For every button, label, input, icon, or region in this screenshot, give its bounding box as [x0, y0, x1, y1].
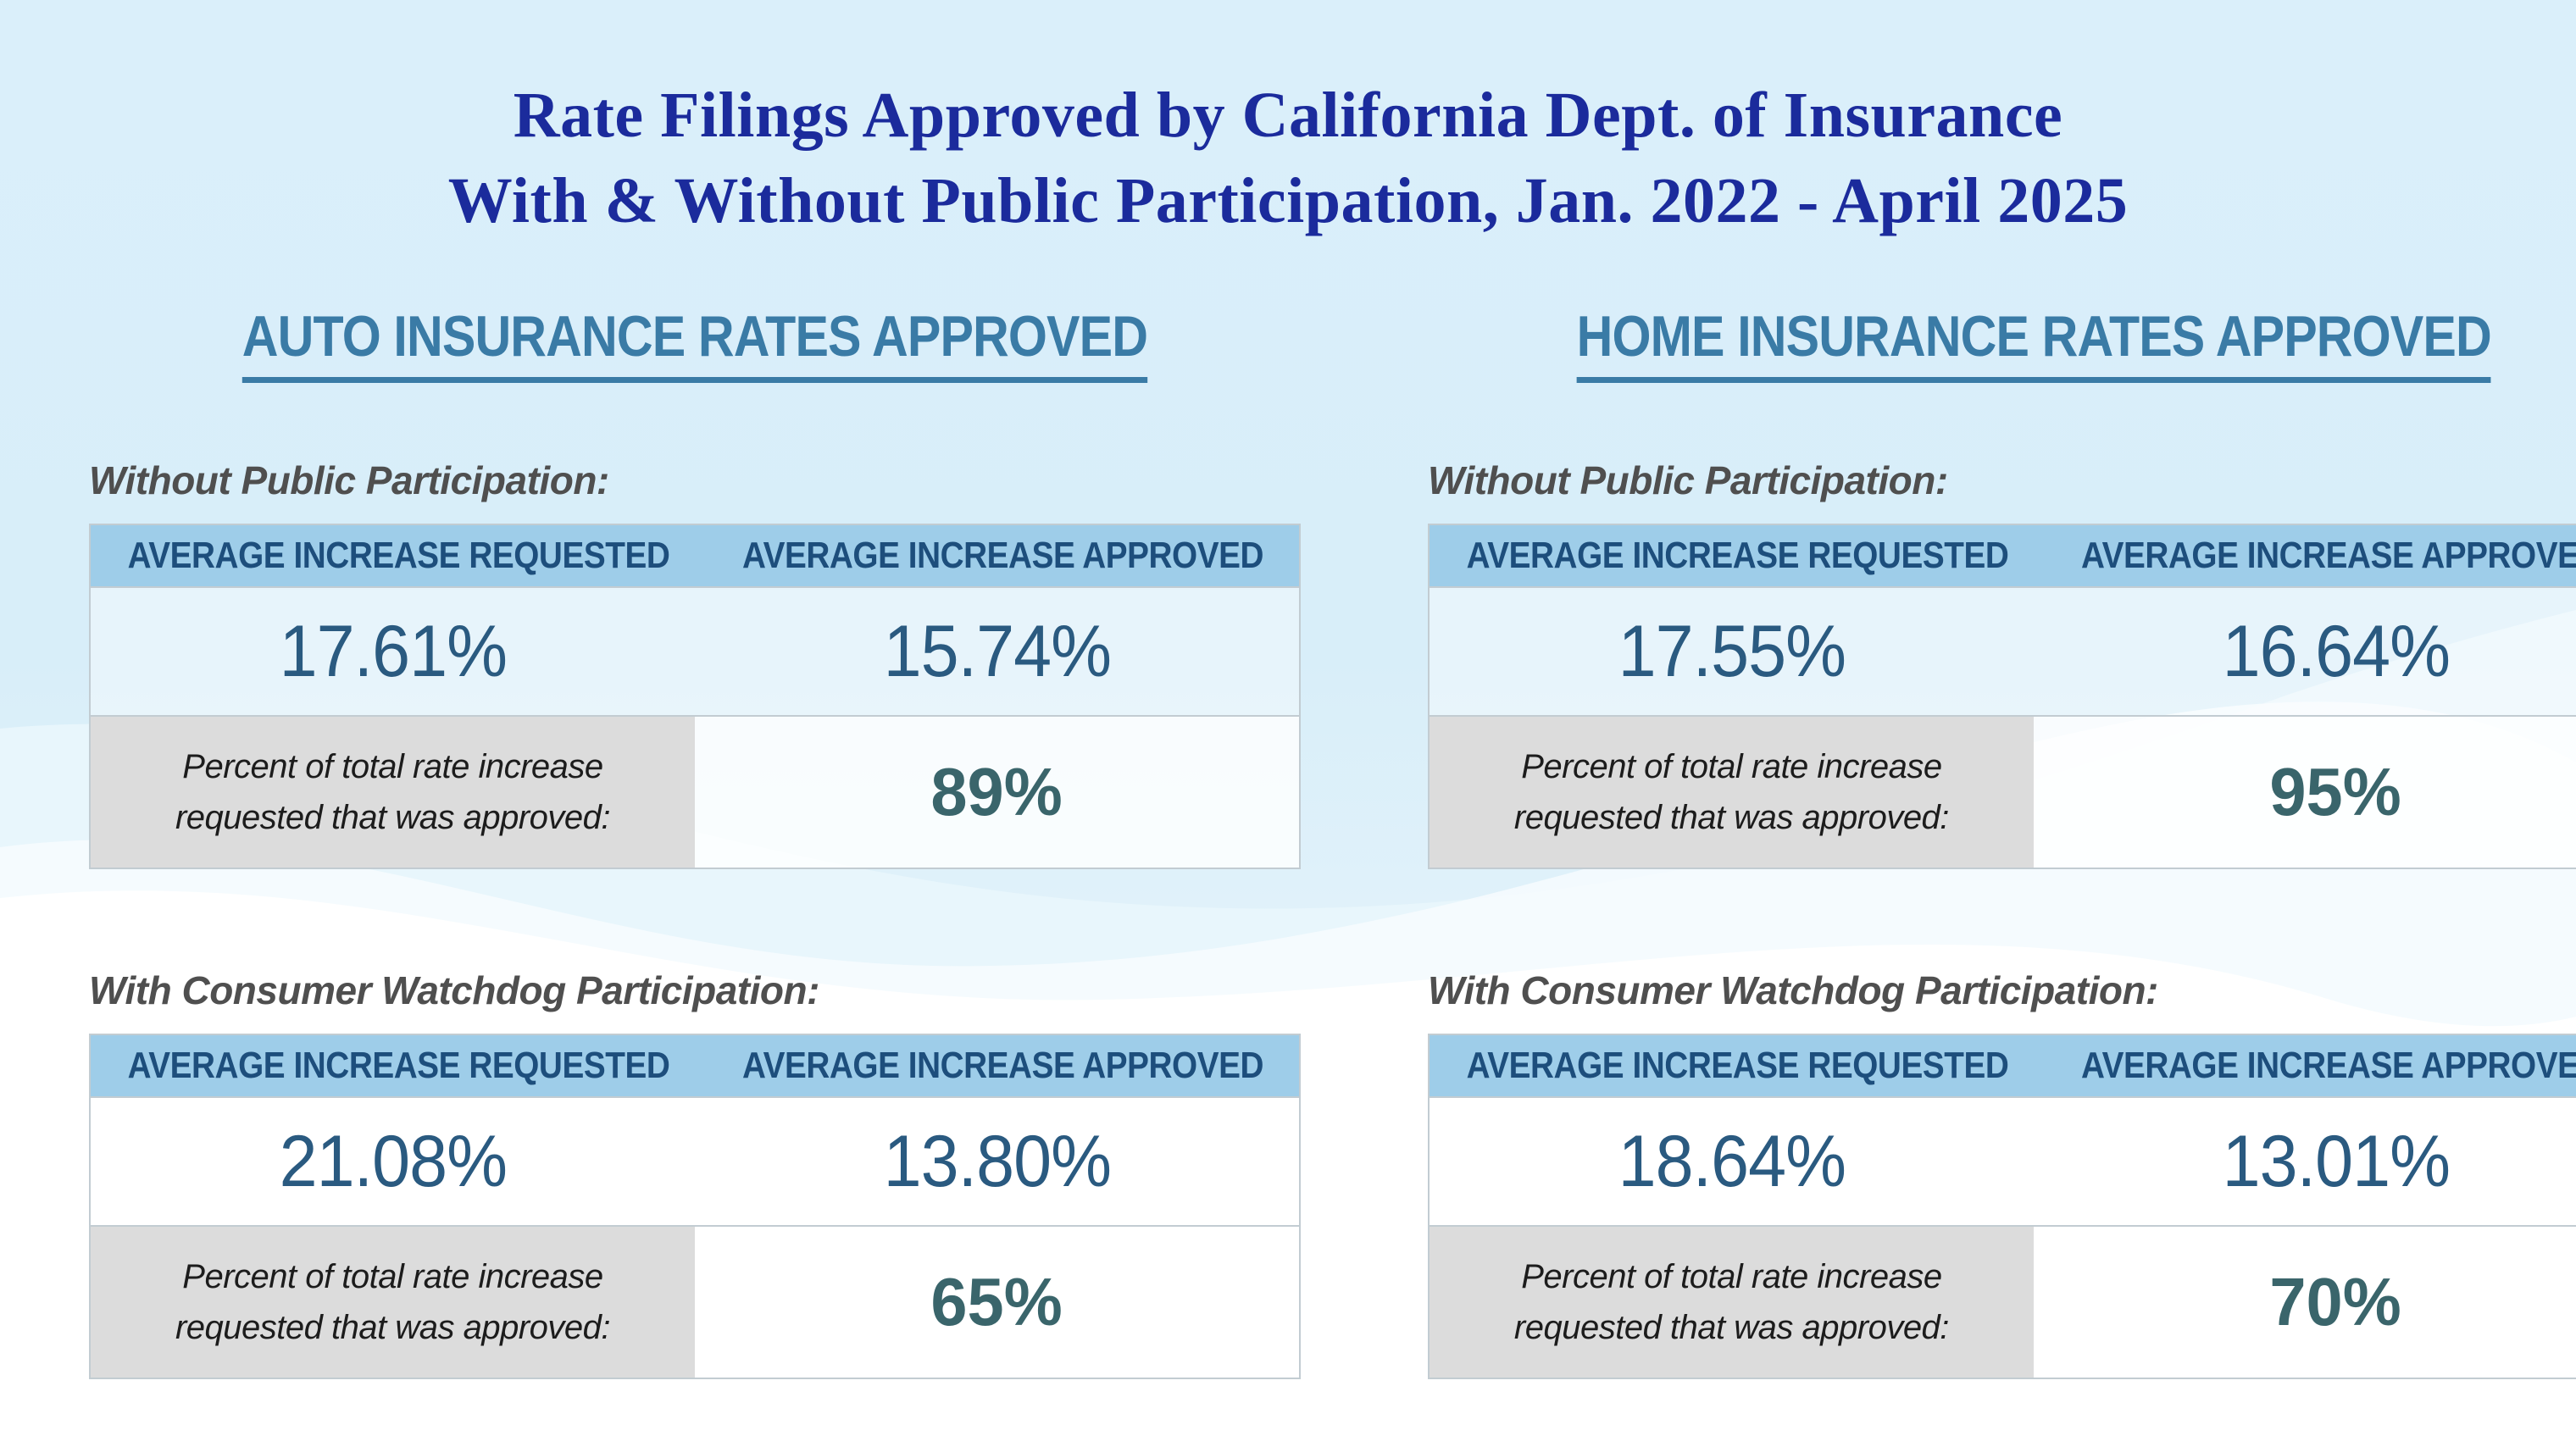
home-heading: HOME INSURANCE RATES APPROVED	[1428, 303, 2576, 384]
percent-approved-value: 70%	[2269, 1264, 2402, 1340]
percent-approved-cell: 95%	[2033, 717, 2576, 868]
approved-value-cell: 13.01%	[2033, 1098, 2576, 1226]
percent-approved-cell: 89%	[694, 717, 1299, 868]
auto-heading-text: AUTO INSURANCE RATES APPROVED	[242, 303, 1148, 384]
table-header-row: AVERAGE INCREASE REQUESTED AVERAGE INCRE…	[1429, 1035, 2576, 1097]
table-header-row: AVERAGE INCREASE REQUESTED AVERAGE INCRE…	[91, 525, 1299, 587]
requested-value: 18.64%	[1618, 1120, 1846, 1202]
percent-note: Percent of total rate increase requested…	[1429, 1227, 2034, 1378]
page-title-line1: Rate Filings Approved by California Dept…	[513, 80, 2063, 151]
rates-table-auto-without: AVERAGE INCREASE REQUESTED AVERAGE INCRE…	[89, 524, 1301, 870]
participation-label: Without Public Participation:	[1427, 458, 1948, 503]
table-header-row: AVERAGE INCREASE REQUESTED AVERAGE INCRE…	[1429, 525, 2576, 587]
percent-note: Percent of total rate increase requested…	[91, 717, 695, 868]
table-value-row: 17.61% 15.74%	[91, 586, 1299, 716]
table-bottom-row: Percent of total rate increase requested…	[1429, 1225, 2576, 1378]
columns: AUTO INSURANCE RATES APPROVED Without Pu…	[0, 303, 2576, 1380]
participation-label: With Consumer Watchdog Participation:	[1427, 968, 2158, 1013]
approved-value: 13.80%	[883, 1120, 1111, 1202]
avg-increase-approved-header: AVERAGE INCREASE APPROVED	[2080, 1045, 2576, 1087]
table-value-row: 17.55% 16.64%	[1429, 586, 2576, 716]
rates-table-auto-watchdog: AVERAGE INCREASE REQUESTED AVERAGE INCRE…	[89, 1034, 1301, 1380]
table-bottom-row: Percent of total rate increase requested…	[91, 715, 1299, 868]
avg-increase-approved-header: AVERAGE INCREASE APPROVED	[741, 1045, 1264, 1087]
requested-value-cell: 18.64%	[1429, 1098, 2034, 1226]
percent-approved-cell: 70%	[2033, 1227, 2576, 1378]
avg-increase-approved-header: AVERAGE INCREASE APPROVED	[2080, 535, 2576, 577]
home-column: HOME INSURANCE RATES APPROVED Without Pu…	[1427, 303, 2576, 1380]
avg-increase-requested-header: AVERAGE INCREASE REQUESTED	[127, 535, 670, 577]
avg-increase-requested-header: AVERAGE INCREASE REQUESTED	[1466, 535, 2009, 577]
approved-value-cell: 16.64%	[2033, 588, 2576, 716]
avg-increase-requested-header: AVERAGE INCREASE REQUESTED	[127, 1045, 670, 1087]
requested-value: 17.55%	[1618, 610, 1846, 692]
table-bottom-row: Percent of total rate increase requested…	[91, 1225, 1299, 1378]
percent-note: Percent of total rate increase requested…	[91, 1227, 695, 1378]
auto-heading: AUTO INSURANCE RATES APPROVED	[89, 303, 1301, 384]
table-bottom-row: Percent of total rate increase requested…	[1429, 715, 2576, 868]
participation-label: With Consumer Watchdog Participation:	[89, 968, 819, 1013]
requested-value-cell: 17.61%	[91, 588, 695, 716]
participation-label: Without Public Participation:	[89, 458, 609, 503]
percent-approved-value: 95%	[2269, 754, 2402, 830]
table-value-row: 21.08% 13.80%	[91, 1096, 1299, 1226]
requested-value-cell: 17.55%	[1429, 588, 2034, 716]
requested-value: 21.08%	[279, 1120, 507, 1202]
page-title: Rate Filings Approved by California Dept…	[0, 0, 2576, 244]
approved-value: 13.01%	[2222, 1120, 2450, 1202]
approved-value: 16.64%	[2222, 610, 2450, 692]
avg-increase-approved-header: AVERAGE INCREASE APPROVED	[741, 535, 1264, 577]
approved-value-cell: 13.80%	[694, 1098, 1299, 1226]
requested-value: 17.61%	[279, 610, 507, 692]
rates-table-home-watchdog: AVERAGE INCREASE REQUESTED AVERAGE INCRE…	[1427, 1034, 2576, 1380]
percent-approved-value: 89%	[930, 754, 1063, 830]
requested-value-cell: 21.08%	[91, 1098, 695, 1226]
percent-approved-cell: 65%	[694, 1227, 1299, 1378]
table-value-row: 18.64% 13.01%	[1429, 1096, 2576, 1226]
avg-increase-requested-header: AVERAGE INCREASE REQUESTED	[1466, 1045, 2009, 1087]
percent-approved-value: 65%	[930, 1264, 1063, 1340]
table-header-row: AVERAGE INCREASE REQUESTED AVERAGE INCRE…	[91, 1035, 1299, 1097]
percent-note: Percent of total rate increase requested…	[1429, 717, 2034, 868]
rates-table-home-without: AVERAGE INCREASE REQUESTED AVERAGE INCRE…	[1427, 524, 2576, 870]
auto-column: AUTO INSURANCE RATES APPROVED Without Pu…	[89, 303, 1301, 1380]
approved-value-cell: 15.74%	[694, 588, 1299, 716]
home-heading-text: HOME INSURANCE RATES APPROVED	[1576, 303, 2491, 384]
page-title-line2: With & Without Public Participation, Jan…	[447, 165, 2129, 237]
approved-value: 15.74%	[883, 610, 1111, 692]
